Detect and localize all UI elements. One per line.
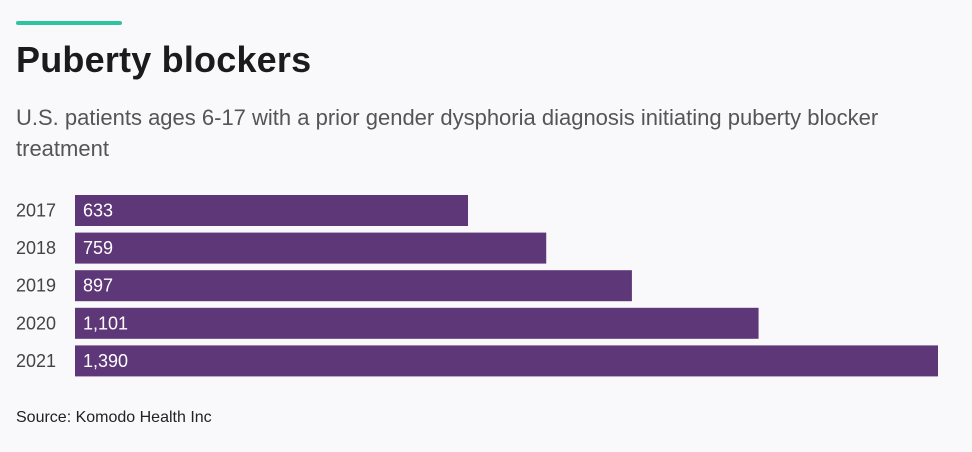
- bar-2018: [75, 232, 547, 264]
- category-label-2020: 2020: [16, 313, 56, 333]
- chart-subtitle: U.S. patients ages 6-17 with a prior gen…: [16, 105, 879, 161]
- category-labels: 2017 2018 2019 2020 2021: [16, 201, 56, 371]
- source-note: Source: Komodo Health Inc: [16, 409, 212, 426]
- bar-value-label-2017: 633: [83, 201, 113, 221]
- bar-2021: [75, 345, 938, 377]
- bar-2019: [75, 270, 632, 302]
- bars: [75, 195, 938, 377]
- bar-value-label-2019: 897: [83, 276, 113, 296]
- bar-2017: [75, 195, 469, 226]
- category-label-2018: 2018: [16, 238, 56, 258]
- bar-value-label-2020: 1,101: [83, 313, 128, 333]
- category-label-2017: 2017: [16, 201, 56, 221]
- bar-value-label-2021: 1,390: [83, 351, 128, 371]
- bar-value-label-2018: 759: [83, 238, 113, 258]
- category-label-2021: 2021: [16, 351, 56, 371]
- bar-2020: [75, 307, 759, 339]
- bar-chart: 2017 2018 2019 2020 2021 633 759 897 1,101 1,390: [16, 195, 938, 377]
- bar-value-labels: 633 759 897 1,101 1,390: [83, 201, 128, 371]
- title-accent-bar: [16, 21, 122, 25]
- category-label-2019: 2019: [16, 276, 56, 296]
- chart-title: Puberty blockers: [16, 39, 312, 80]
